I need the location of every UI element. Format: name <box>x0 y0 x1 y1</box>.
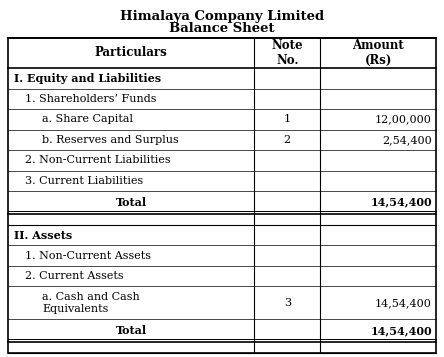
Text: 3. Current Liabilities: 3. Current Liabilities <box>25 176 143 186</box>
Text: 2. Non-Current Liabilities: 2. Non-Current Liabilities <box>25 155 171 165</box>
Text: Himalaya Company Limited: Himalaya Company Limited <box>120 10 324 23</box>
Text: 2: 2 <box>284 135 291 145</box>
Text: 14,54,400: 14,54,400 <box>370 197 432 208</box>
Text: a. Share Capital: a. Share Capital <box>42 114 133 124</box>
Text: Total: Total <box>115 325 147 336</box>
Text: 14,54,400: 14,54,400 <box>370 325 432 336</box>
Text: Note
No.: Note No. <box>271 39 303 67</box>
Text: II. Assets: II. Assets <box>14 230 73 241</box>
Text: 1. Non-Current Assets: 1. Non-Current Assets <box>25 251 151 261</box>
Text: 2. Current Assets: 2. Current Assets <box>25 271 124 281</box>
Text: 1. Shareholders’ Funds: 1. Shareholders’ Funds <box>25 94 157 104</box>
Text: Balance Sheet: Balance Sheet <box>169 22 275 35</box>
Text: a. Cash and Cash
Equivalents: a. Cash and Cash Equivalents <box>42 292 140 314</box>
Text: Total: Total <box>115 197 147 208</box>
Text: 3: 3 <box>284 298 291 308</box>
Text: 1: 1 <box>284 114 291 124</box>
Text: 14,54,400: 14,54,400 <box>375 298 432 308</box>
Text: I. Equity and Liabilities: I. Equity and Liabilities <box>14 73 162 84</box>
Text: 2,54,400: 2,54,400 <box>382 135 432 145</box>
Text: 12,00,000: 12,00,000 <box>375 114 432 124</box>
Text: Particulars: Particulars <box>95 46 167 60</box>
Text: Amount
(Rs): Amount (Rs) <box>353 39 404 67</box>
Bar <box>8 38 436 353</box>
Text: b. Reserves and Surplus: b. Reserves and Surplus <box>42 135 179 145</box>
